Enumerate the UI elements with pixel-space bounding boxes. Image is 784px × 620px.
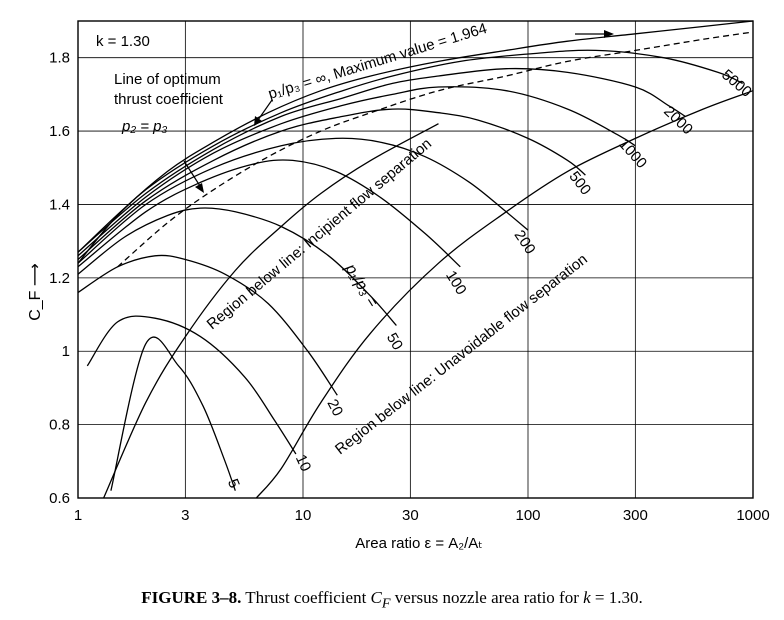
k-label: k = 1.30 (96, 33, 150, 50)
curve-label-5: 5 (224, 476, 243, 490)
annotation-p1p3: p₁/p₃ = (341, 260, 381, 310)
annotation-optimum-1: Line of optimum (114, 71, 221, 88)
caption-text-before: Thrust coefficient (241, 588, 371, 607)
x-tick-label: 300 (623, 507, 648, 524)
arrow-right-icon (575, 30, 614, 38)
y-tick-label: 0.6 (49, 490, 70, 507)
figure-caption: FIGURE 3–8. Thrust coefficient CF versus… (0, 588, 784, 612)
curve-label-100: 100 (442, 268, 470, 298)
annotation-inf-line: p₁/p₃ = ∞, Maximum value = 1.964 (266, 20, 489, 103)
curve-5 (110, 336, 236, 491)
y-tick-label: 1.6 (49, 123, 70, 140)
caption-figure-number: FIGURE 3–8. (141, 588, 242, 607)
grid-lines (77, 21, 754, 499)
curve-label-5000: 5000 (718, 66, 754, 100)
curve-region-below-line-incipient-flow-separation (103, 123, 439, 499)
annotation-incipient: Region below line: Incipient flow separa… (204, 135, 435, 333)
curve-label-10: 10 (292, 452, 314, 474)
curve-label-1000: 1000 (615, 136, 650, 172)
curve-line-of-optimum-thrust-coefficient-p2-p3 (117, 31, 754, 268)
caption-k-symbol: k (583, 588, 591, 607)
curve-500 (77, 108, 586, 260)
x-tick-label: 1 (74, 507, 82, 524)
x-tick-label: 30 (402, 507, 419, 524)
curve-label-50: 50 (383, 330, 406, 353)
curve-2000 (77, 67, 686, 253)
curve-100 (77, 159, 461, 268)
x-tick-label: 3 (181, 507, 189, 524)
caption-text-after: versus nozzle area ratio for (390, 588, 584, 607)
curve-p1-p3 (77, 20, 754, 264)
x-tick-label: 1000 (736, 507, 769, 524)
caption-symbol-sub: F (381, 595, 391, 612)
y-tick-label: 1.2 (49, 270, 70, 287)
x-axis-label: Area ratio ε = A₂/Aₜ (355, 535, 482, 552)
x-tick-label: 10 (295, 507, 312, 524)
caption-symbol: C (370, 588, 382, 607)
curve-label-20: 20 (323, 396, 346, 419)
thrust-coefficient-chart: 5 10 20 50 100 200 500 1000 2000 5000 1 3 10 30 100 30… (27, 20, 770, 552)
plot-frame (77, 20, 754, 499)
x-tick-label: 100 (515, 507, 540, 524)
curve-200 (77, 137, 529, 264)
caption-k-value: = 1.30. (590, 588, 643, 607)
curve-50 (77, 207, 397, 326)
y-tick-label: 1.8 (49, 50, 70, 67)
tick-labels: 1 3 10 30 100 300 1000 0.6 0.8 1 1.2 1.4 1.6 1.8 (49, 50, 770, 524)
curve-label-2000: 2000 (660, 103, 696, 138)
curve-10 (86, 315, 297, 455)
annotation-optimum-3: p₂ = p₃ (121, 118, 167, 135)
y-tick-label: 0.8 (49, 417, 70, 434)
arrow-down-icon (183, 160, 204, 193)
y-tick-label: 1 (62, 343, 70, 360)
curve-region-below-line-unavoidable-flow-separation (255, 90, 754, 499)
curve-20 (77, 254, 338, 396)
curve-label-500: 500 (565, 168, 594, 198)
annotation-optimum-2: thrust coefficient (114, 91, 224, 108)
y-axis-label: C_F ⟶ (27, 263, 44, 321)
arrow-pointer-icon (254, 99, 273, 126)
curve-5000 (77, 49, 743, 253)
curve-1000 (77, 86, 636, 257)
y-tick-label: 1.4 (49, 196, 70, 213)
curve-label-200: 200 (511, 227, 539, 257)
